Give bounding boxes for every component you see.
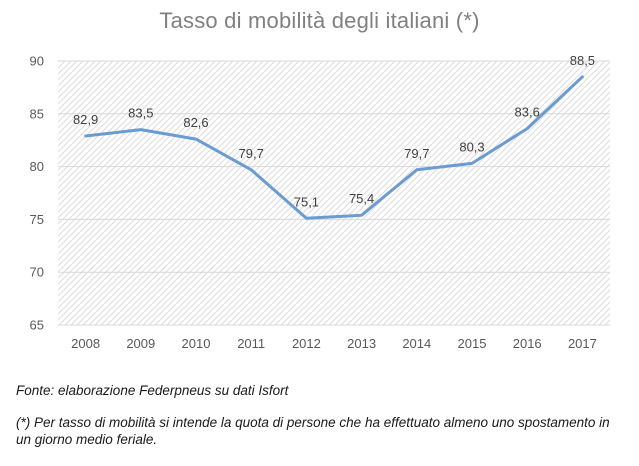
plot-area-background: [58, 61, 610, 325]
x-tick-label: 2008: [71, 336, 100, 351]
x-tick-label: 2012: [292, 336, 321, 351]
data-label: 75,1: [294, 194, 319, 209]
data-label: 79,7: [404, 146, 429, 161]
data-label: 79,7: [239, 146, 264, 161]
data-label: 80,3: [459, 139, 484, 154]
x-tick-label: 2010: [182, 336, 211, 351]
gridlines: [58, 60, 610, 326]
data-label: 83,5: [128, 106, 153, 121]
y-tick-label: 65: [30, 318, 44, 333]
x-tick-label: 2013: [347, 336, 376, 351]
y-tick-label: 80: [30, 159, 44, 174]
source-note: Fonte: elaborazione Federpneus su dati I…: [16, 383, 289, 398]
data-label: 88,5: [570, 53, 595, 68]
data-label: 82,6: [183, 115, 208, 130]
data-label: 75,4: [349, 191, 374, 206]
y-tick-label: 85: [30, 106, 44, 121]
x-tick-label: 2016: [513, 336, 542, 351]
x-tick-label: 2015: [458, 336, 487, 351]
x-tick-label: 2009: [126, 336, 155, 351]
y-axis-tick-labels: 65 70 75 80 85 90: [30, 54, 44, 333]
data-label: 83,6: [515, 105, 540, 120]
y-tick-label: 75: [30, 212, 44, 227]
chart-title: Tasso di mobilità degli italiani (*): [159, 8, 480, 33]
data-labels: 82,9 83,5 82,6 79,7 75,1 75,4 79,7 80,3 83,6 88,5: [73, 53, 595, 210]
y-tick-label: 70: [30, 265, 44, 280]
x-axis-tick-labels: 2008 2009 2010 2011 2012 2013 2014 2015 2016 2017: [71, 336, 597, 351]
y-tick-label: 90: [30, 54, 44, 69]
line-chart: 65 70 75 80 85 90 2008 2009 2010 2011 2012 2013 201…: [30, 53, 610, 351]
x-tick-label: 2011: [237, 336, 265, 351]
footnote: (*) Per tasso di mobilità si intende la …: [16, 415, 610, 447]
data-label: 82,9: [73, 112, 98, 127]
x-tick-label: 2014: [402, 336, 431, 351]
series-line: [84, 75, 584, 220]
x-tick-label: 2017: [568, 336, 597, 351]
